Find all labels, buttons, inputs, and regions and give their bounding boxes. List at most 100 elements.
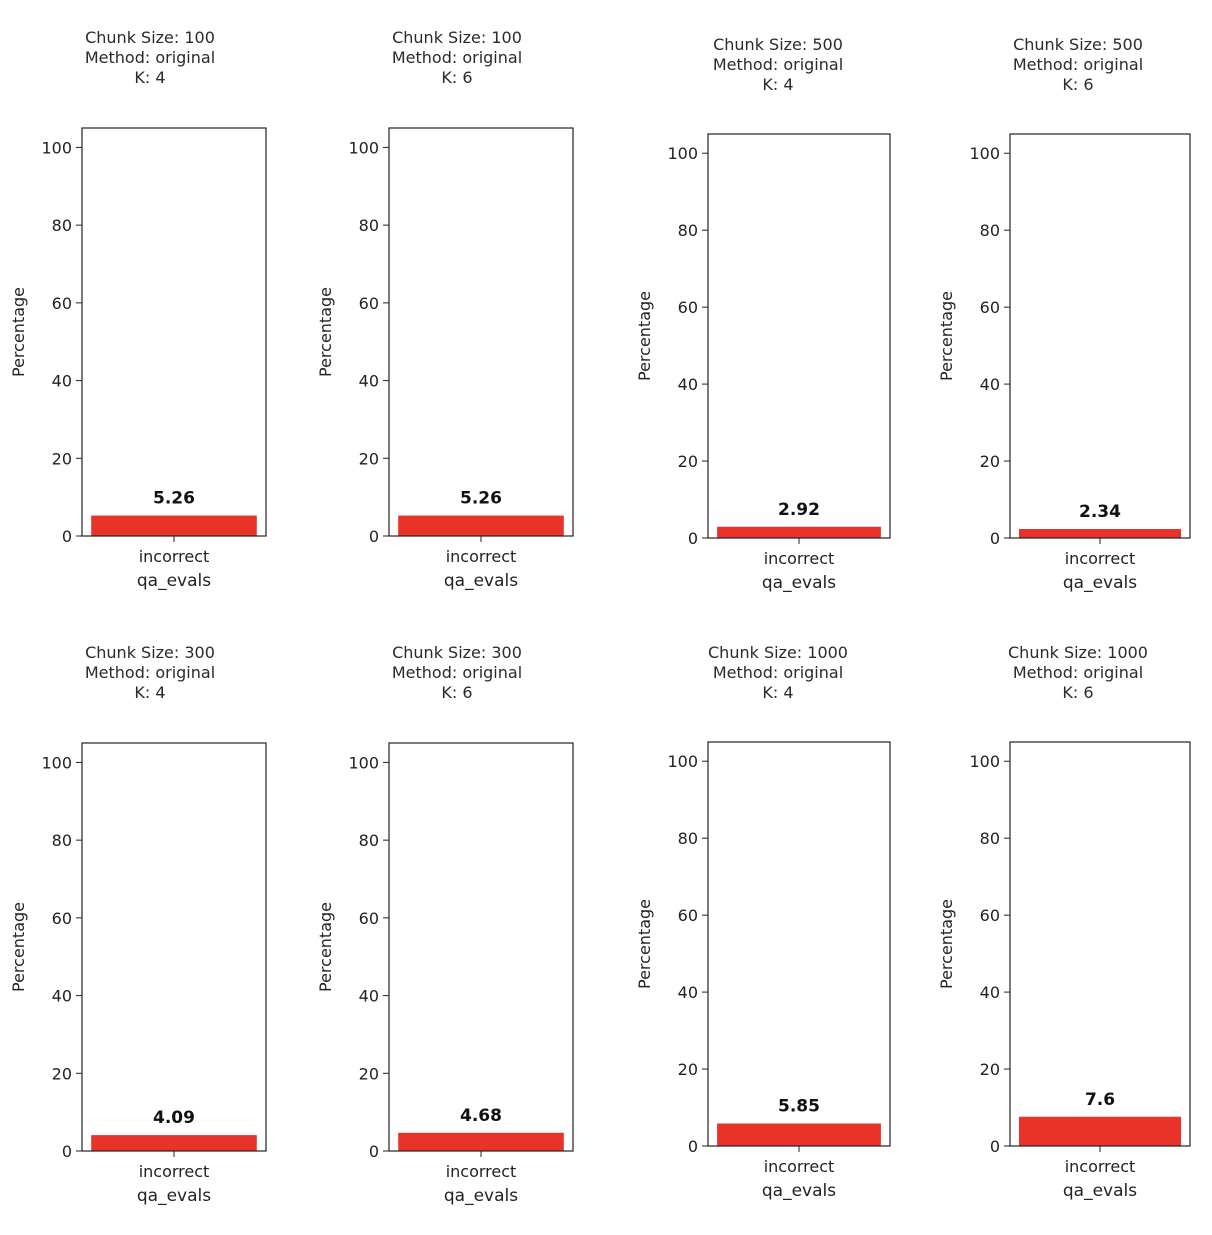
bar bbox=[717, 1123, 881, 1146]
plot-frame bbox=[81, 127, 267, 537]
y-tick-label: 80 bbox=[359, 831, 379, 850]
chart-panel: Chunk Size: 1000 Method: original K: 6 7… bbox=[928, 635, 1212, 1235]
title-line: K: 4 bbox=[134, 68, 166, 87]
title-line: Chunk Size: 1000 bbox=[1008, 643, 1148, 662]
title-line: Chunk Size: 300 bbox=[85, 643, 215, 662]
y-tick-label: 60 bbox=[359, 909, 379, 928]
y-tick-label: 60 bbox=[359, 294, 379, 313]
x-axis-label: qa_evals bbox=[444, 571, 518, 591]
y-tick-label: 100 bbox=[41, 138, 72, 157]
y-axis-label: Percentage bbox=[316, 902, 335, 992]
y-axis-label: Percentage bbox=[635, 899, 654, 989]
x-tick-label: incorrect bbox=[139, 1162, 210, 1181]
chart-svg: 2.34 incorrect 0 20 40 60 80 100 qa_evals Percent… bbox=[937, 133, 1191, 593]
y-tick-label: 100 bbox=[41, 753, 72, 772]
y-tick-label: 100 bbox=[348, 753, 379, 772]
x-tick-label: incorrect bbox=[446, 1162, 517, 1181]
chart-panel: Chunk Size: 1000 Method: original K: 4 5… bbox=[628, 635, 928, 1235]
y-tick-label: 20 bbox=[52, 449, 72, 468]
chart-svg: 5.26 incorrect 0 20 40 60 80 100 qa_evals Percent… bbox=[316, 127, 574, 591]
y-tick-label: 0 bbox=[990, 529, 1000, 548]
y-axis-label: Percentage bbox=[937, 291, 956, 381]
chart-svg: 5.85 incorrect 0 20 40 60 80 100 qa_evals Percent… bbox=[635, 741, 891, 1201]
plot-frame bbox=[707, 133, 891, 539]
y-tick-label: 40 bbox=[678, 983, 698, 1002]
chart-title: Chunk Size: 1000 Method: original K: 6 bbox=[928, 643, 1212, 703]
title-line: Chunk Size: 1000 bbox=[708, 643, 848, 662]
y-tick-label: 100 bbox=[969, 144, 1000, 163]
y-tick-label: 0 bbox=[62, 527, 72, 546]
x-axis-label: qa_evals bbox=[444, 1186, 518, 1206]
y-tick-label: 20 bbox=[678, 452, 698, 471]
title-line: K: 6 bbox=[1062, 683, 1094, 702]
chart-title: Chunk Size: 1000 Method: original K: 4 bbox=[628, 643, 928, 703]
bar bbox=[398, 1132, 564, 1151]
y-tick-label: 0 bbox=[369, 1142, 379, 1161]
title-line: Method: original bbox=[1012, 55, 1144, 74]
bar bbox=[398, 515, 564, 536]
bar-value-label: 5.26 bbox=[153, 489, 195, 509]
y-tick-label: 40 bbox=[678, 375, 698, 394]
y-tick-label: 60 bbox=[980, 298, 1000, 317]
title-line: Method: original bbox=[1012, 663, 1144, 682]
y-tick-label: 80 bbox=[52, 216, 72, 235]
x-axis-label: qa_evals bbox=[137, 571, 211, 591]
chart-svg: 2.92 incorrect 0 20 40 60 80 100 qa_evals Percent… bbox=[635, 133, 891, 593]
plot-frame bbox=[1009, 133, 1191, 539]
plot-frame bbox=[388, 127, 574, 537]
chart-title: Chunk Size: 100 Method: original K: 6 bbox=[307, 28, 607, 88]
y-tick-label: 80 bbox=[980, 829, 1000, 848]
y-tick-label: 100 bbox=[348, 138, 379, 157]
chart-panel: Chunk Size: 300 Method: original K: 4 4.… bbox=[0, 635, 300, 1235]
y-tick-label: 80 bbox=[52, 831, 72, 850]
y-tick-label: 60 bbox=[678, 906, 698, 925]
y-tick-label: 60 bbox=[52, 909, 72, 928]
y-tick-label: 60 bbox=[980, 906, 1000, 925]
x-tick-label: incorrect bbox=[1065, 1157, 1136, 1176]
x-tick-label: incorrect bbox=[764, 549, 835, 568]
x-axis-label: qa_evals bbox=[762, 1181, 836, 1201]
bar-value-label: 5.26 bbox=[460, 489, 502, 509]
y-tick-label: 80 bbox=[678, 221, 698, 240]
title-line: K: 4 bbox=[762, 75, 794, 94]
chart-svg: 5.26 incorrect 0 20 40 60 80 100 qa_evals Percent… bbox=[9, 127, 267, 591]
y-axis-label: Percentage bbox=[635, 291, 654, 381]
plot-frame bbox=[388, 742, 574, 1152]
title-line: K: 4 bbox=[134, 683, 166, 702]
y-tick-label: 60 bbox=[678, 298, 698, 317]
y-axis-label: Percentage bbox=[9, 287, 28, 377]
chart-title: Chunk Size: 500 Method: original K: 6 bbox=[928, 35, 1212, 95]
plot-frame bbox=[1009, 741, 1191, 1147]
y-tick-label: 100 bbox=[667, 752, 698, 771]
title-line: Method: original bbox=[391, 663, 523, 682]
title-line: Chunk Size: 100 bbox=[392, 28, 522, 47]
x-axis-label: qa_evals bbox=[1063, 573, 1137, 593]
bar bbox=[91, 515, 257, 536]
y-axis-label: Percentage bbox=[937, 899, 956, 989]
y-tick-label: 60 bbox=[52, 294, 72, 313]
bar bbox=[1019, 528, 1181, 538]
y-tick-label: 0 bbox=[688, 529, 698, 548]
bar-value-label: 2.34 bbox=[1079, 502, 1121, 522]
title-line: Method: original bbox=[712, 55, 844, 74]
chart-svg: 7.6 incorrect 0 20 40 60 80 100 qa_evals Percenta… bbox=[937, 741, 1191, 1201]
y-tick-label: 100 bbox=[667, 144, 698, 163]
y-tick-label: 80 bbox=[980, 221, 1000, 240]
bar-value-label: 2.92 bbox=[778, 500, 820, 520]
y-tick-label: 0 bbox=[369, 527, 379, 546]
y-axis-label: Percentage bbox=[9, 902, 28, 992]
chart-svg: 4.09 incorrect 0 20 40 60 80 100 qa_evals Percent… bbox=[9, 742, 267, 1206]
chart-title: Chunk Size: 300 Method: original K: 4 bbox=[0, 643, 300, 703]
y-tick-label: 80 bbox=[359, 216, 379, 235]
title-line: Chunk Size: 300 bbox=[392, 643, 522, 662]
title-line: Method: original bbox=[712, 663, 844, 682]
plot-frame bbox=[707, 741, 891, 1147]
title-line: K: 6 bbox=[441, 68, 473, 87]
title-line: Method: original bbox=[84, 663, 216, 682]
y-tick-label: 20 bbox=[359, 1064, 379, 1083]
chart-title: Chunk Size: 500 Method: original K: 4 bbox=[628, 35, 928, 95]
title-line: K: 6 bbox=[441, 683, 473, 702]
y-tick-label: 20 bbox=[678, 1060, 698, 1079]
title-line: Chunk Size: 500 bbox=[1013, 35, 1143, 54]
y-axis-label: Percentage bbox=[316, 287, 335, 377]
